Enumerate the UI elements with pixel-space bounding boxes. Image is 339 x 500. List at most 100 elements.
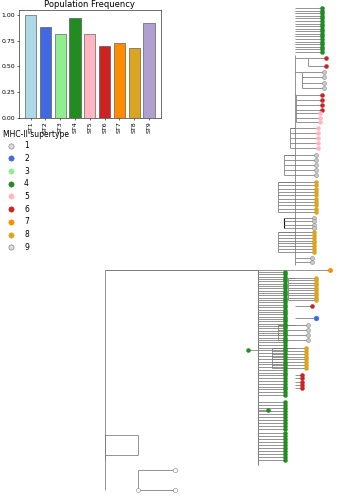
Text: 3: 3 bbox=[24, 166, 29, 175]
Point bbox=[313, 279, 319, 287]
Point bbox=[311, 220, 317, 228]
Point bbox=[282, 310, 288, 318]
Point bbox=[303, 358, 309, 366]
Point bbox=[282, 294, 288, 302]
Point bbox=[282, 289, 288, 297]
Point bbox=[319, 43, 325, 51]
Point bbox=[303, 352, 309, 360]
Point bbox=[282, 434, 288, 442]
Point bbox=[282, 388, 288, 396]
Point bbox=[311, 231, 317, 239]
Point bbox=[299, 378, 305, 386]
Point bbox=[282, 401, 288, 409]
Point bbox=[313, 161, 319, 169]
Point bbox=[309, 302, 315, 310]
Point bbox=[311, 224, 317, 232]
Point bbox=[282, 360, 288, 368]
Point bbox=[265, 406, 271, 414]
Point bbox=[282, 324, 288, 332]
Point bbox=[311, 242, 317, 250]
Point bbox=[313, 166, 319, 174]
Point bbox=[299, 381, 305, 389]
Point bbox=[319, 38, 325, 46]
Point bbox=[319, 48, 325, 56]
Point bbox=[282, 301, 288, 309]
Point bbox=[321, 78, 327, 86]
Point bbox=[282, 453, 288, 461]
Point bbox=[323, 54, 329, 62]
Point bbox=[313, 208, 319, 216]
Point bbox=[319, 32, 325, 40]
Point bbox=[313, 171, 319, 179]
Point bbox=[282, 398, 288, 406]
Point bbox=[319, 28, 325, 36]
Point bbox=[282, 444, 288, 452]
Point bbox=[299, 384, 305, 392]
Bar bbox=[40, 28, 51, 118]
Point bbox=[135, 486, 141, 494]
Point bbox=[305, 326, 311, 334]
Point bbox=[305, 336, 311, 344]
Point bbox=[313, 194, 319, 202]
Point bbox=[313, 274, 319, 282]
Point bbox=[282, 410, 288, 418]
Point bbox=[319, 30, 325, 38]
Text: 6: 6 bbox=[24, 204, 29, 214]
Point bbox=[282, 280, 288, 287]
Point bbox=[282, 312, 288, 320]
Point bbox=[303, 361, 309, 369]
Point bbox=[282, 447, 288, 455]
Point bbox=[319, 4, 325, 12]
Point bbox=[282, 272, 288, 280]
Point bbox=[319, 40, 325, 48]
Point bbox=[303, 347, 309, 355]
Point bbox=[303, 356, 309, 364]
Point bbox=[313, 202, 319, 209]
Point bbox=[319, 14, 325, 22]
Point bbox=[282, 292, 288, 300]
Point bbox=[172, 466, 178, 474]
Point bbox=[319, 20, 325, 28]
Point bbox=[311, 240, 317, 248]
Bar bbox=[99, 46, 110, 118]
Point bbox=[319, 46, 325, 54]
Bar bbox=[25, 15, 36, 118]
Point bbox=[282, 298, 288, 306]
Point bbox=[282, 432, 288, 440]
Point bbox=[282, 336, 288, 344]
Point bbox=[282, 407, 288, 415]
Bar bbox=[69, 18, 81, 117]
Point bbox=[282, 428, 288, 436]
Point bbox=[282, 416, 288, 424]
Point bbox=[319, 22, 325, 30]
Point bbox=[282, 354, 288, 362]
Point bbox=[282, 358, 288, 366]
Bar bbox=[55, 34, 66, 117]
Point bbox=[319, 6, 325, 14]
Point bbox=[313, 296, 319, 304]
Point bbox=[319, 35, 325, 43]
Point bbox=[282, 326, 288, 334]
Point bbox=[313, 178, 319, 186]
Point bbox=[303, 344, 309, 352]
Point bbox=[282, 287, 288, 295]
Point bbox=[321, 84, 327, 92]
Point bbox=[313, 204, 319, 212]
Point bbox=[321, 74, 327, 82]
Point bbox=[313, 188, 319, 196]
Text: 2: 2 bbox=[24, 154, 29, 163]
Text: 7: 7 bbox=[24, 218, 29, 226]
Point bbox=[313, 192, 319, 200]
Point bbox=[319, 24, 325, 32]
Point bbox=[315, 134, 321, 142]
Point bbox=[282, 377, 288, 385]
Point bbox=[305, 321, 311, 329]
Point bbox=[282, 344, 288, 351]
Point bbox=[282, 334, 288, 342]
Point bbox=[282, 275, 288, 283]
Point bbox=[313, 294, 319, 302]
Point bbox=[282, 308, 288, 316]
Point bbox=[309, 254, 315, 262]
Point bbox=[305, 331, 311, 339]
Point bbox=[313, 286, 319, 294]
